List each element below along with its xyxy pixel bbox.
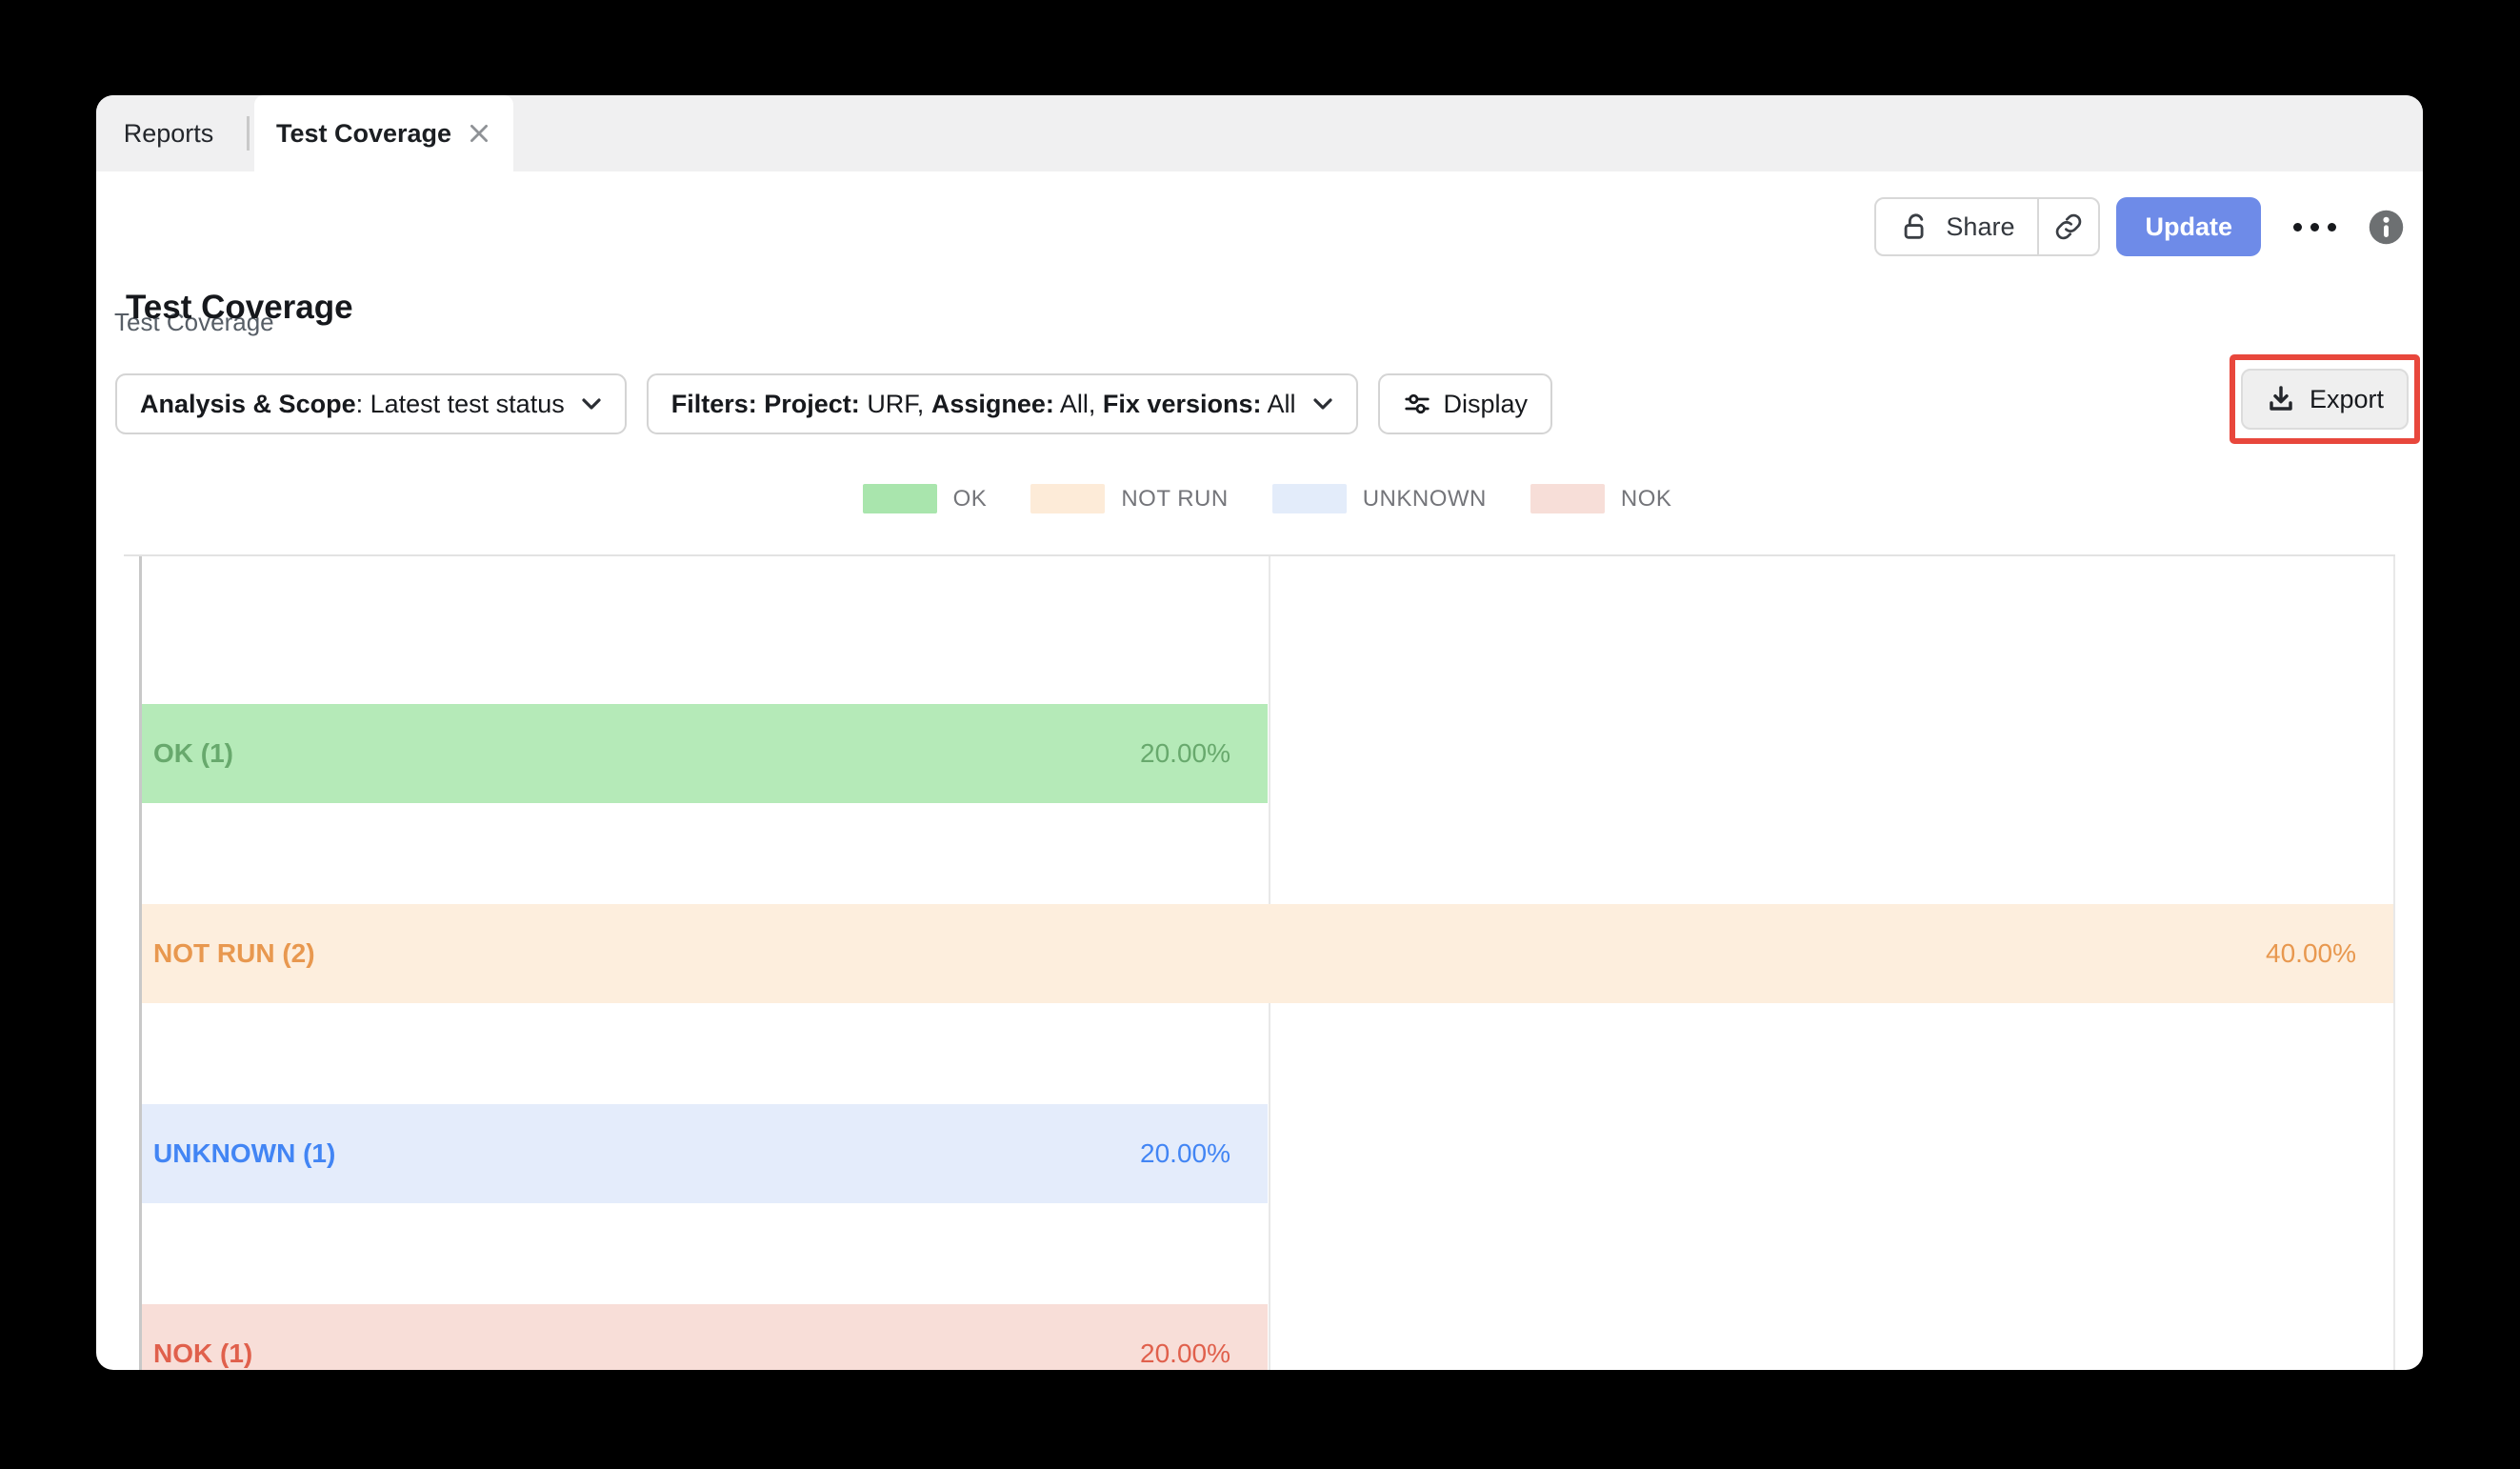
display-label: Display bbox=[1443, 389, 1529, 418]
close-icon[interactable] bbox=[467, 121, 491, 146]
bar-unknown[interactable]: UNKNOWN (1) 20.00% bbox=[142, 1104, 1268, 1203]
segment-divider bbox=[2037, 199, 2040, 254]
bar-not-run[interactable]: NOT RUN (2) 40.00% bbox=[142, 904, 2393, 1003]
export-label: Export bbox=[2309, 384, 2385, 413]
legend-swatch-nok bbox=[1530, 484, 1605, 513]
breadcrumb: Test Coverage bbox=[114, 308, 274, 336]
y-axis-line bbox=[139, 556, 142, 1370]
info-button[interactable] bbox=[2369, 210, 2404, 245]
toolbar: Analysis & Scope: Latest test status Fil… bbox=[115, 373, 1553, 434]
bars-area: OK (1) 20.00% NOT RUN (2) 40.00% UNKNOWN… bbox=[142, 556, 2393, 1370]
update-button[interactable]: Update bbox=[2116, 197, 2261, 256]
lock-open-icon bbox=[1905, 213, 1924, 239]
tab-separator bbox=[241, 95, 254, 171]
share-button[interactable]: Share bbox=[1876, 199, 2037, 254]
tab-reports-label: Reports bbox=[123, 118, 214, 148]
bar-ok[interactable]: OK (1) 20.00% bbox=[142, 704, 1268, 803]
sliders-icon bbox=[1404, 393, 1430, 414]
legend-item-unknown[interactable]: UNKNOWN bbox=[1271, 484, 1487, 513]
more-actions-button[interactable] bbox=[2288, 210, 2342, 245]
display-button[interactable]: Display bbox=[1377, 373, 1553, 434]
legend-item-nok[interactable]: NOK bbox=[1530, 484, 1672, 513]
copy-link-button[interactable] bbox=[2039, 199, 2098, 254]
annotation-highlight-box: Export bbox=[2230, 354, 2420, 444]
chart-legend: OK NOT RUN UNKNOWN NOK bbox=[139, 484, 2395, 513]
bar-nok[interactable]: NOK (1) 20.00% bbox=[142, 1304, 1268, 1370]
legend-swatch-ok bbox=[862, 484, 937, 513]
tab-test-coverage[interactable]: Test Coverage bbox=[254, 95, 513, 171]
tab-test-coverage-label: Test Coverage bbox=[275, 118, 452, 148]
coverage-bar-chart: OK (1) 20.00% NOT RUN (2) 40.00% UNKNOWN… bbox=[124, 554, 2395, 1370]
link-icon bbox=[2056, 213, 2082, 240]
tab-reports[interactable]: Reports bbox=[96, 95, 241, 171]
tab-bar: Reports Test Coverage bbox=[96, 95, 2423, 171]
filters-text: Filters: Project: URF, Assignee: All, Fi… bbox=[670, 389, 1296, 418]
app-window: Reports Test Coverage Test Coverage Shar… bbox=[96, 95, 2423, 1370]
info-icon bbox=[2369, 210, 2404, 244]
download-icon bbox=[2270, 386, 2292, 411]
analysis-scope-text: Analysis & Scope: Latest test status bbox=[140, 389, 565, 418]
ellipsis-icon bbox=[2293, 222, 2302, 231]
legend-swatch-unknown bbox=[1271, 484, 1347, 513]
gridline-40pct bbox=[2393, 556, 2395, 1370]
legend-swatch-not-run bbox=[1030, 484, 1106, 513]
chevron-down-icon bbox=[1312, 398, 1332, 410]
header-actions: Share Update bbox=[1874, 197, 2404, 256]
legend-item-not-run[interactable]: NOT RUN bbox=[1030, 484, 1228, 513]
share-split-button: Share bbox=[1874, 197, 2101, 256]
analysis-scope-dropdown[interactable]: Analysis & Scope: Latest test status bbox=[115, 373, 627, 434]
filters-dropdown[interactable]: Filters: Project: URF, Assignee: All, Fi… bbox=[646, 373, 1358, 434]
share-label: Share bbox=[1946, 211, 2015, 241]
chevron-down-icon bbox=[582, 398, 601, 410]
legend-item-ok[interactable]: OK bbox=[862, 484, 988, 513]
page-title: Test Coverage bbox=[126, 289, 353, 326]
export-button[interactable]: Export bbox=[2240, 369, 2410, 430]
